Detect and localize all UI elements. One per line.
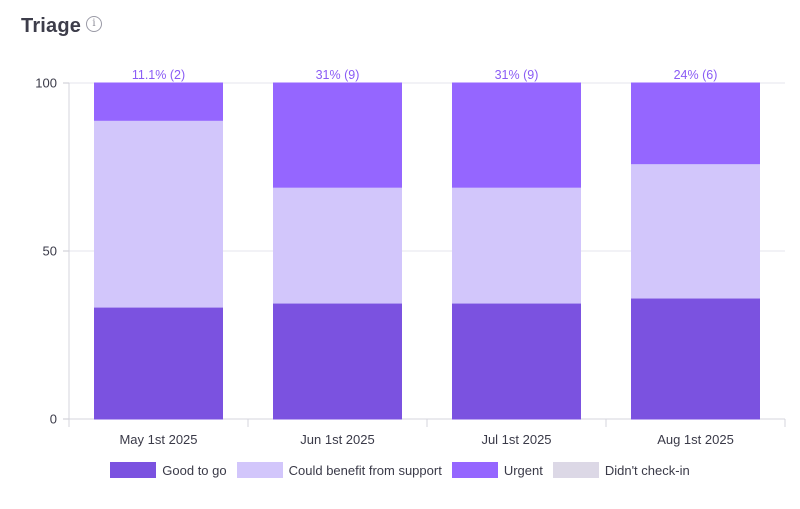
bar-value-label: 31% (9): [495, 68, 539, 82]
legend-item-didnt-check-in[interactable]: Didn't check-in: [552, 462, 690, 478]
y-tick-label: 100: [35, 76, 57, 91]
y-tick-label: 50: [43, 244, 57, 259]
bar-segment-could-benefit-from-support: [94, 119, 223, 308]
stacked-bar-chart: 05010033.3% (6)55.6% (10)11.1% (2)May 1s…: [35, 68, 786, 447]
legend-swatch-urgent: [451, 462, 498, 478]
legend-item-urgent[interactable]: Urgent: [451, 462, 543, 478]
x-category-label: May 1st 2025: [119, 432, 197, 447]
legend-swatch-didnt-check-in: [552, 462, 599, 478]
bar-value-label: 24% (6): [674, 68, 718, 82]
y-tick-label: 0: [50, 412, 57, 427]
legend-label-good-to-go: Good to go: [162, 462, 227, 478]
bar-segment-urgent: [631, 82, 760, 165]
bar-segment-could-benefit-from-support: [631, 163, 760, 299]
bar-segment-good-to-go: [452, 302, 581, 420]
legend-item-could-benefit[interactable]: Could benefit from support: [236, 462, 442, 478]
bar-segment-could-benefit-from-support: [273, 186, 402, 304]
bar-segment-good-to-go: [94, 306, 223, 420]
legend-label-could-benefit: Could benefit from support: [288, 462, 442, 478]
bar-segment-urgent: [94, 82, 223, 121]
info-icon[interactable]: i: [86, 16, 102, 32]
legend-swatch-could-benefit: [236, 462, 283, 478]
x-category-label: Jul 1st 2025: [481, 432, 551, 447]
x-category-label: Jun 1st 2025: [300, 432, 374, 447]
x-category-label: Aug 1st 2025: [657, 432, 734, 447]
bar-segment-could-benefit-from-support: [452, 186, 581, 304]
legend-label-urgent: Urgent: [503, 462, 543, 478]
bar-segment-urgent: [273, 82, 402, 188]
chart-legend: Good to go Could benefit from support Ur…: [0, 459, 800, 481]
bar-value-label: 31% (9): [316, 68, 360, 82]
bar-segment-urgent: [452, 82, 581, 188]
bar-value-label: 11.1% (2): [132, 68, 185, 82]
legend-item-good-to-go[interactable]: Good to go: [110, 462, 227, 478]
bar-segment-good-to-go: [273, 302, 402, 420]
legend-label-didnt-check-in: Didn't check-in: [604, 462, 690, 478]
legend-swatch-good-to-go: [110, 462, 157, 478]
chart-title: Triage: [21, 15, 82, 37]
bar-segment-good-to-go: [631, 297, 760, 420]
